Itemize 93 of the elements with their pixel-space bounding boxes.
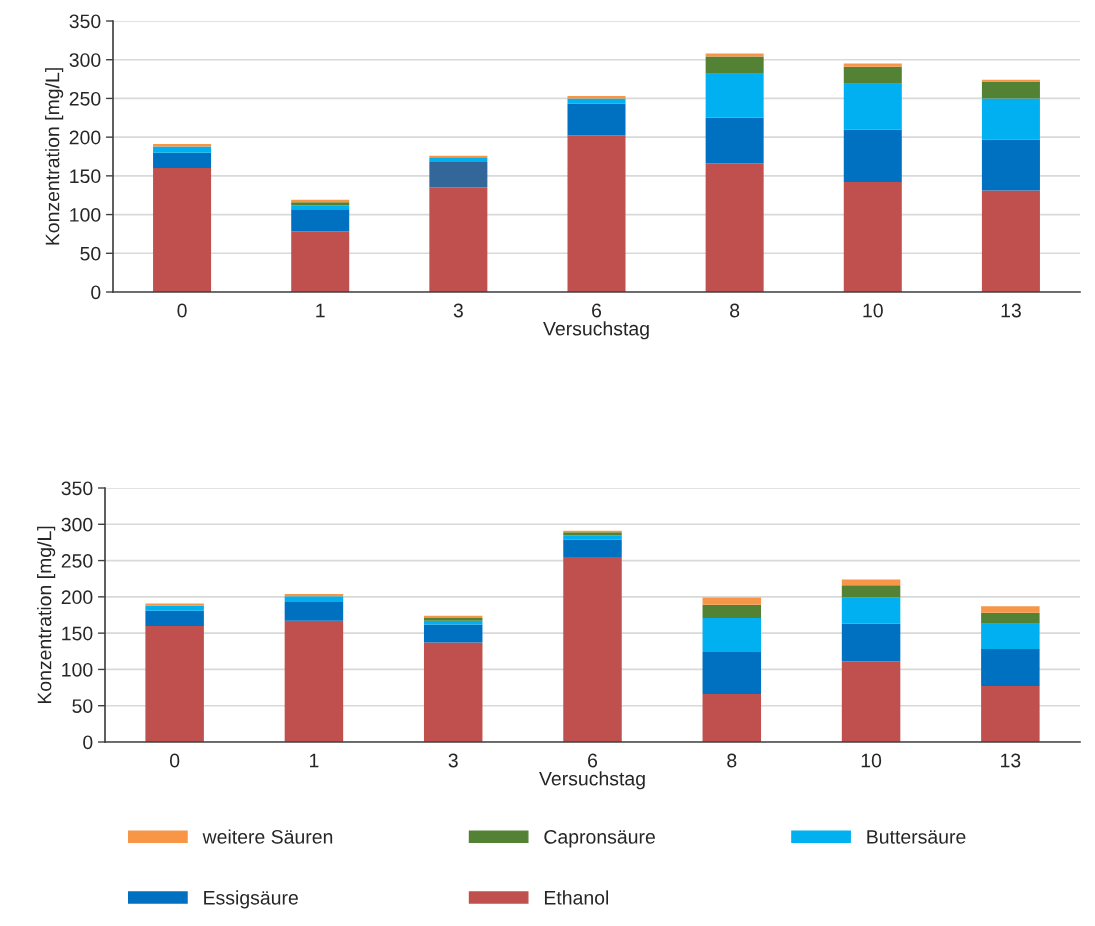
bar [705, 56, 764, 74]
x-tick-label: 10 [861, 753, 882, 768]
bar [429, 157, 488, 162]
bar [981, 623, 1040, 650]
bar [291, 231, 350, 292]
x-tick-label: 3 [453, 303, 463, 318]
y-axis-title: Konzentration [mg/L] [45, 68, 64, 245]
y-tick-label: 200 [61, 590, 93, 605]
bar [284, 596, 344, 602]
x-tick-label: 13 [1001, 753, 1021, 768]
bar [567, 98, 626, 104]
bar [702, 617, 762, 653]
bar [702, 694, 762, 742]
bar [284, 593, 344, 597]
x-tick-label: 13 [1001, 303, 1021, 318]
y-tick-label: 250 [69, 91, 101, 106]
bar [563, 535, 622, 540]
bar [841, 661, 901, 742]
bar [843, 83, 902, 130]
bar [153, 152, 212, 169]
bar [981, 612, 1040, 624]
legend-label: Ethanol [544, 890, 609, 905]
bar [981, 686, 1040, 742]
y-tick-label: 300 [69, 53, 101, 67]
bar [702, 604, 762, 618]
bar [981, 606, 1040, 613]
y-tick-label: 0 [83, 735, 93, 750]
x-tick-label: 6 [588, 753, 598, 768]
x-tick-label: 10 [863, 303, 883, 318]
bar [841, 579, 901, 586]
bar [981, 139, 1040, 191]
y-tick-label: 100 [62, 662, 93, 677]
bar [841, 623, 901, 662]
bar [423, 624, 483, 643]
y-tick-label: 350 [61, 481, 93, 496]
bar [284, 620, 344, 742]
bar [153, 168, 212, 292]
bar [981, 649, 1040, 687]
x-axis-title: Versuchstag [539, 771, 645, 790]
bar [145, 610, 204, 626]
bar [705, 73, 764, 118]
y-tick-label: 150 [70, 169, 101, 184]
y-tick-label: 300 [61, 517, 93, 532]
y-tick-label: 50 [72, 699, 93, 713]
legend-label: Capronsäure [544, 829, 655, 848]
bar [702, 597, 762, 605]
bar [843, 66, 902, 84]
bar [567, 135, 626, 292]
bar [291, 209, 350, 232]
bar [429, 161, 488, 188]
bar [567, 103, 626, 136]
bar [291, 205, 350, 210]
x-tick-label: 8 [727, 753, 737, 768]
bar [145, 603, 204, 606]
x-tick-label: 8 [730, 303, 740, 318]
x-tick-label: 0 [170, 753, 180, 768]
bar [981, 81, 1040, 99]
bar [563, 556, 622, 742]
y-axis-title: Konzentration [mg/L] [37, 526, 56, 704]
x-tick-label: 3 [448, 753, 458, 768]
y-tick-label: 50 [80, 246, 101, 261]
y-tick-label: 0 [91, 285, 101, 300]
y-tick-label: 100 [70, 208, 101, 222]
x-tick-label: 0 [177, 303, 187, 318]
bar [705, 53, 764, 57]
bar [429, 187, 488, 292]
x-tick-label: 6 [592, 303, 602, 318]
bar [145, 625, 204, 742]
bar [423, 642, 483, 742]
bar [841, 585, 901, 598]
bar [705, 117, 764, 164]
bar [841, 597, 901, 624]
legend-label: Essigsäure [204, 890, 298, 909]
legend-label: weitere Säuren [202, 829, 333, 844]
bar [145, 605, 204, 611]
legend-label: Buttersäure [867, 830, 966, 844]
bar [563, 539, 622, 557]
bar [843, 129, 902, 183]
bar [843, 182, 902, 292]
x-tick-label: 1 [310, 753, 319, 768]
x-tick-label: 1 [316, 303, 325, 318]
y-tick-label: 350 [69, 14, 101, 29]
bar [702, 652, 762, 695]
bar [981, 190, 1040, 292]
x-axis-title: Versuchstag [543, 321, 649, 340]
bar [981, 98, 1040, 140]
y-tick-label: 200 [69, 130, 101, 145]
y-tick-label: 250 [61, 554, 93, 568]
y-tick-label: 150 [62, 626, 93, 641]
bar [843, 63, 902, 67]
bar [284, 601, 344, 621]
bar [705, 163, 764, 292]
bar [153, 146, 212, 153]
